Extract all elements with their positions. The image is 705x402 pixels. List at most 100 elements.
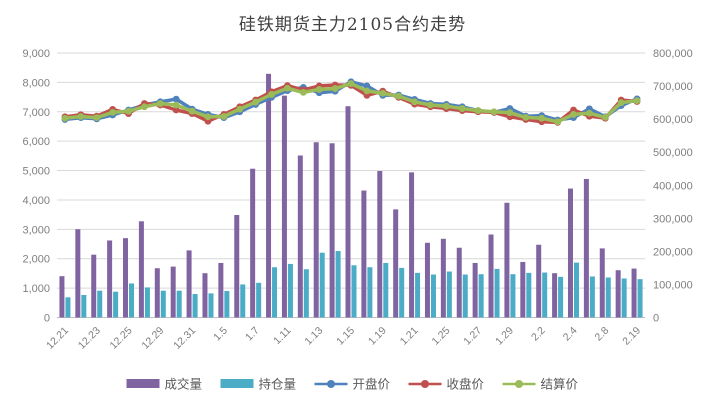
- open-interest-bar: [430, 274, 436, 318]
- volume-bar: [234, 215, 240, 318]
- x-axis-tick-label: 2.2: [529, 325, 548, 344]
- open-interest-legend-label: 持仓量: [259, 377, 297, 392]
- volume-bar: [456, 247, 462, 318]
- open-interest-bar: [240, 284, 246, 318]
- settlement-price-marker: [617, 99, 625, 107]
- settlement-price-marker: [570, 111, 577, 118]
- settlement-price-marker: [125, 107, 132, 115]
- volume-bar: [520, 261, 526, 318]
- open-price-marker: [363, 82, 371, 90]
- right-axis-tick-label: 0: [653, 313, 659, 325]
- volume-bar: [377, 171, 383, 318]
- open-interest-bar: [81, 295, 87, 318]
- settlement-price-marker: [188, 107, 196, 115]
- volume-bar: [472, 262, 478, 318]
- x-axis-tick-label: 12.25: [108, 325, 135, 352]
- close-price-marker: [172, 106, 180, 114]
- volume-legend-swatch: [126, 379, 160, 388]
- settlement-price-marker: [236, 105, 244, 113]
- volume-bar: [329, 143, 335, 318]
- volume-bar: [361, 190, 367, 318]
- left-axis-tick-label: 9,000: [22, 48, 50, 60]
- settlement-price-marker: [585, 109, 593, 117]
- open-interest-bar: [351, 265, 357, 318]
- volume-bar: [440, 238, 446, 318]
- settlement-price-marker: [61, 114, 69, 122]
- open-interest-bar: [462, 274, 468, 318]
- left-axis-tick-label: 8,000: [22, 77, 50, 89]
- open-interest-bar: [303, 269, 309, 318]
- open-interest-bar: [192, 294, 198, 318]
- settlement-price-marker: [331, 85, 339, 92]
- x-axis-tick-label: 12.23: [76, 325, 103, 352]
- settlement-price-marker: [442, 102, 450, 110]
- x-axis-tick-label: 1.29: [493, 325, 516, 348]
- open-interest-bar: [526, 272, 532, 318]
- close-price-legend-label: 收盘价: [447, 377, 485, 392]
- x-axis-tick-label: 1.15: [334, 325, 357, 348]
- settlement-price-marker: [522, 113, 530, 121]
- settlement-price-marker: [93, 114, 101, 122]
- volume-bar: [567, 188, 573, 318]
- settlement-price-legend-label: 结算价: [541, 377, 579, 392]
- volume-bar: [313, 142, 319, 318]
- volume-bar: [583, 178, 589, 318]
- volume-bar: [75, 229, 81, 318]
- volume-bar: [599, 248, 605, 318]
- volume-bar: [345, 106, 351, 318]
- settlement-price-marker: [299, 88, 307, 96]
- close-price-legend-marker-icon: [421, 380, 429, 388]
- chart-title: 硅铁期货主力2105合约走势: [238, 15, 467, 35]
- settlement-price-marker: [347, 80, 355, 87]
- x-axis-tick-label: 1.27: [461, 325, 484, 348]
- x-axis-tick-label: 12.31: [171, 325, 198, 352]
- volume-bar: [202, 273, 208, 318]
- x-axis-tick-label: 1.21: [398, 325, 421, 348]
- settlement-price-marker: [363, 87, 371, 95]
- open-interest-bar: [65, 297, 71, 318]
- x-axis-tick-label: 1.5: [211, 325, 230, 344]
- open-interest-bar: [399, 267, 405, 318]
- open-interest-bar: [287, 263, 293, 318]
- volume-bar: [281, 95, 287, 318]
- settlement-price-legend-marker-icon: [515, 380, 523, 388]
- volume-bar: [123, 238, 129, 318]
- x-axis-tick-label: 2.4: [561, 325, 580, 344]
- settlement-price-marker: [315, 86, 323, 93]
- open-interest-bar: [573, 262, 579, 318]
- settlement-price-marker: [268, 91, 275, 98]
- left-axis-tick-label: 4,000: [22, 195, 50, 207]
- right-axis-tick-label: 100,000: [653, 279, 693, 291]
- open-interest-bar: [510, 274, 516, 318]
- open-interest-bar: [160, 290, 166, 318]
- open-interest-bar: [605, 277, 611, 318]
- settlement-price-marker: [109, 108, 117, 116]
- open-interest-bar: [589, 276, 595, 318]
- settlement-price-marker: [204, 113, 212, 121]
- open-interest-bar: [415, 272, 421, 318]
- open-interest-bar: [208, 293, 214, 318]
- right-axis-tick-label: 300,000: [653, 213, 693, 225]
- open-interest-bar: [113, 291, 119, 318]
- x-axis-tick-label: 1.11: [271, 325, 293, 347]
- open-interest-bar: [542, 272, 548, 318]
- settlement-price-marker: [156, 100, 164, 107]
- volume-bar: [154, 268, 160, 318]
- volume-bar: [504, 202, 510, 318]
- volume-bar: [615, 270, 621, 318]
- open-interest-bar: [256, 282, 262, 318]
- right-axis-tick-label: 700,000: [653, 81, 693, 93]
- right-axis-tick-label: 400,000: [653, 180, 693, 192]
- settlement-price-marker: [554, 118, 561, 126]
- open-interest-bar: [383, 262, 389, 318]
- open-interest-bar: [144, 287, 150, 318]
- open-interest-bar: [558, 276, 564, 318]
- open-interest-bar: [446, 271, 452, 318]
- volume-bar: [552, 273, 558, 318]
- settlement-price-marker: [284, 84, 291, 92]
- settlement-price-marker: [252, 98, 260, 106]
- left-axis-tick-label: 6,000: [22, 136, 50, 148]
- open-price-legend-label: 开盘价: [353, 377, 391, 392]
